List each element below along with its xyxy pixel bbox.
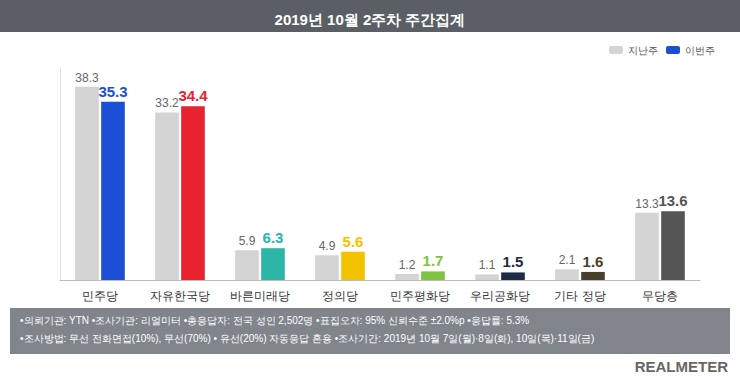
- svg-text:•조사방법: 무선 전화면접(10%), 무선(70%) •: •조사방법: 무선 전화면접(10%), 무선(70%) • 유선(20%) 자…: [20, 333, 594, 344]
- svg-text:우리공화당: 우리공화당: [470, 289, 530, 303]
- svg-text:1.5: 1.5: [503, 253, 524, 270]
- svg-text:이번주: 이번주: [685, 45, 715, 56]
- svg-text:1.2: 1.2: [399, 258, 416, 272]
- svg-text:35.3: 35.3: [98, 83, 127, 100]
- svg-text:1.1: 1.1: [479, 258, 496, 272]
- svg-text:1.7: 1.7: [423, 252, 444, 269]
- svg-text:기타 정당: 기타 정당: [554, 289, 605, 303]
- svg-text:13.6: 13.6: [658, 192, 687, 209]
- svg-text:1.6: 1.6: [583, 253, 604, 270]
- svg-text:13.3: 13.3: [635, 197, 659, 211]
- svg-text:민주당: 민주당: [82, 289, 118, 303]
- svg-text:•의뢰기관: YTN •조사기관: 리얼미터 •총응답자:: •의뢰기관: YTN •조사기관: 리얼미터 •총응답자: 전국 성인 2,50…: [20, 315, 529, 326]
- svg-text:2.1: 2.1: [559, 253, 576, 267]
- svg-text:민주평화당: 민주평화당: [390, 289, 450, 303]
- svg-text:4.9: 4.9: [319, 239, 336, 253]
- svg-text:34.4: 34.4: [178, 87, 208, 104]
- svg-text:무당층: 무당층: [642, 289, 678, 303]
- svg-text:5.9: 5.9: [239, 234, 256, 248]
- svg-text:5.6: 5.6: [343, 233, 364, 250]
- svg-text:자유한국당: 자유한국당: [150, 289, 210, 303]
- svg-text:33.2: 33.2: [155, 96, 179, 110]
- svg-text:지난주: 지난주: [628, 45, 658, 56]
- svg-text:바른미래당: 바른미래당: [230, 289, 290, 303]
- svg-text:2019년 10월 2주차 주간집계: 2019년 10월 2주차 주간집계: [275, 11, 466, 28]
- svg-text:정의당: 정의당: [322, 289, 358, 303]
- svg-text:REALMETER: REALMETER: [635, 358, 729, 375]
- svg-text:38.3: 38.3: [75, 71, 99, 85]
- svg-text:6.3: 6.3: [263, 229, 284, 246]
